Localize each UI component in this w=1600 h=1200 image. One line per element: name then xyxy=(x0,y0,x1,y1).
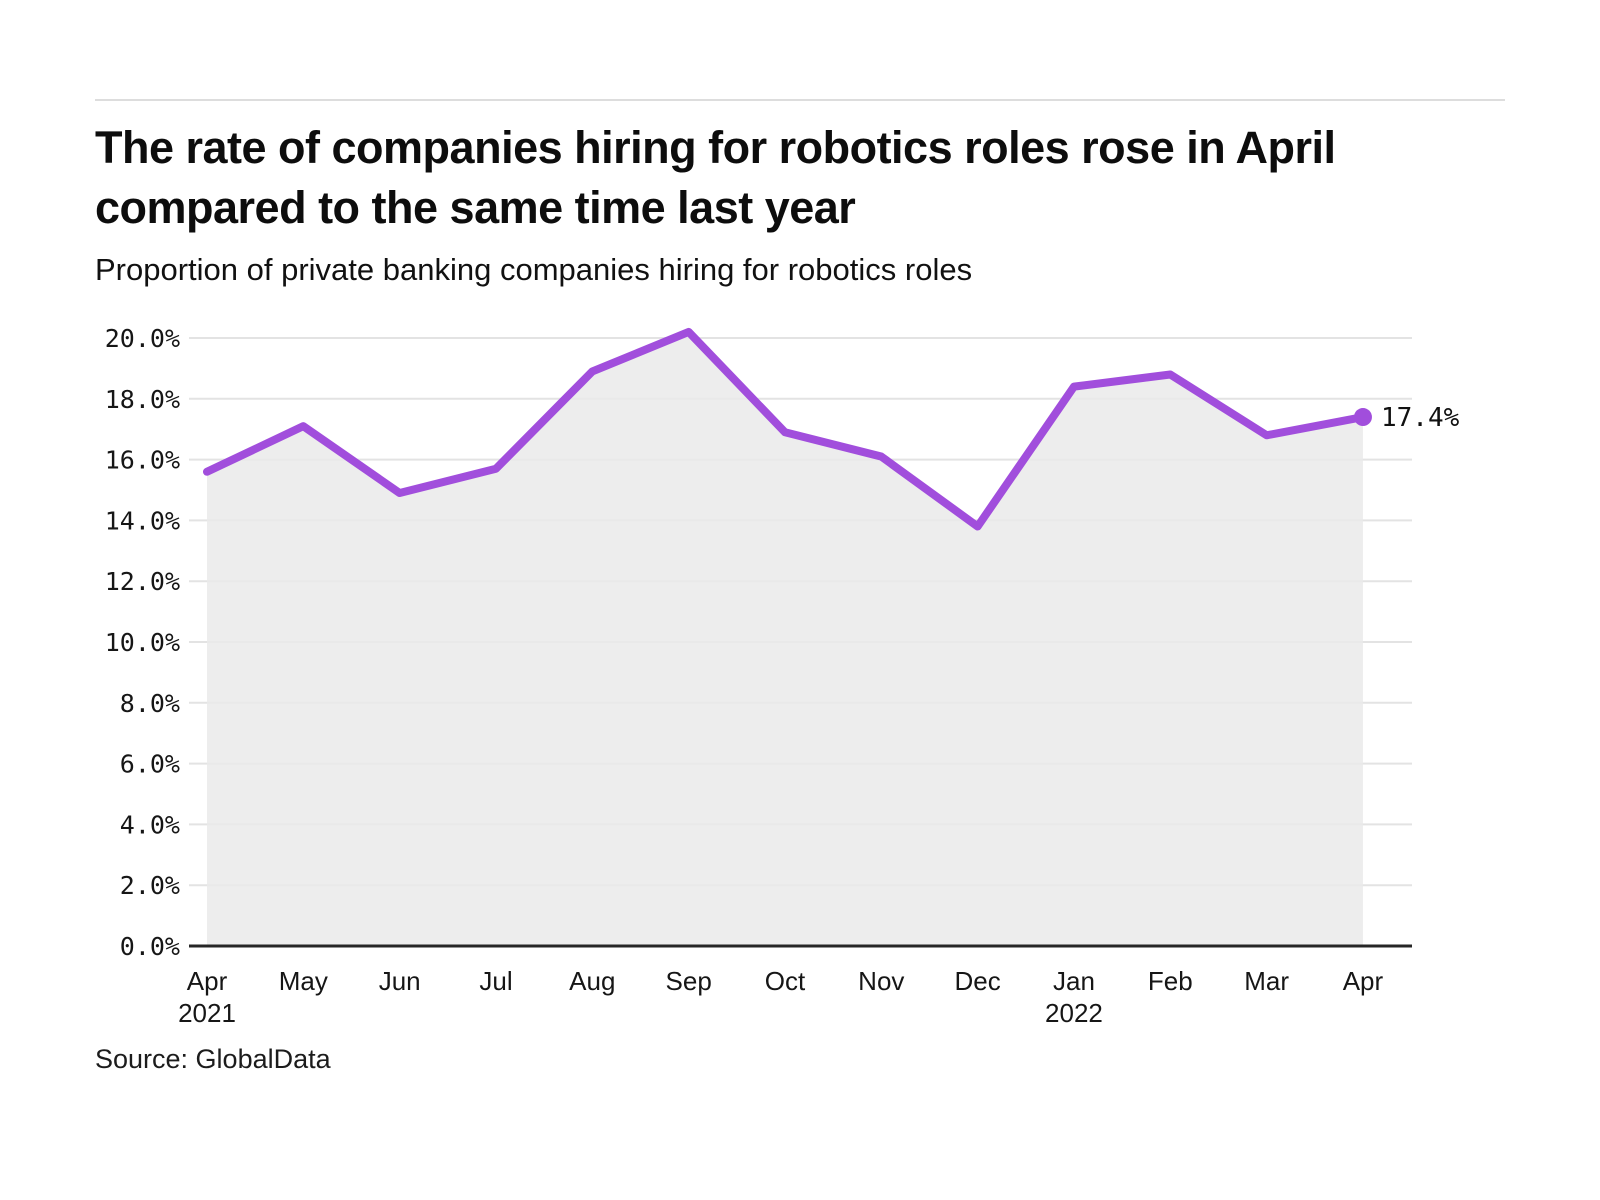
end-point-marker xyxy=(1353,408,1372,427)
area-fill xyxy=(207,331,1363,946)
last-point-value-label: 17.4% xyxy=(1381,403,1460,433)
chart-title: The rate of companies hiring for robotic… xyxy=(95,122,1336,233)
x-tick-label: Oct xyxy=(765,966,806,996)
y-tick-label: 6.0% xyxy=(120,750,180,779)
x-tick-year-label: 2021 xyxy=(178,998,236,1028)
x-tick-label: Apr xyxy=(187,966,228,996)
x-tick-label: Jan xyxy=(1053,966,1095,996)
x-tick-year-label: 2022 xyxy=(1045,998,1103,1028)
y-tick-label: 12.0% xyxy=(105,567,180,596)
x-tick-label: Dec xyxy=(955,966,1001,996)
y-tick-label: 20.0% xyxy=(105,324,180,353)
x-tick-label: Feb xyxy=(1148,966,1193,996)
x-tick-label: May xyxy=(279,966,328,996)
top-divider-rule xyxy=(95,99,1505,101)
x-tick-label: Jun xyxy=(379,966,421,996)
x-tick-label: Jul xyxy=(479,966,512,996)
chart-subtitle: Proportion of private banking companies … xyxy=(95,252,973,287)
y-tick-label: 4.0% xyxy=(120,810,180,839)
x-tick-label: Apr xyxy=(1343,966,1384,996)
x-tick-label: Sep xyxy=(666,966,712,996)
y-tick-label: 18.0% xyxy=(105,385,180,414)
source-credit: Source: GlobalData xyxy=(95,1044,331,1074)
x-tick-label: Aug xyxy=(569,966,615,996)
y-tick-label: 14.0% xyxy=(105,506,180,535)
x-tick-label: Nov xyxy=(858,966,904,996)
y-tick-label: 0.0% xyxy=(120,932,180,961)
y-tick-label: 10.0% xyxy=(105,628,180,657)
data-line xyxy=(203,327,1367,531)
x-tick-label: Mar xyxy=(1244,966,1289,996)
y-tick-label: 2.0% xyxy=(120,871,180,900)
y-tick-label: 8.0% xyxy=(120,689,180,718)
y-tick-label: 16.0% xyxy=(105,446,180,475)
